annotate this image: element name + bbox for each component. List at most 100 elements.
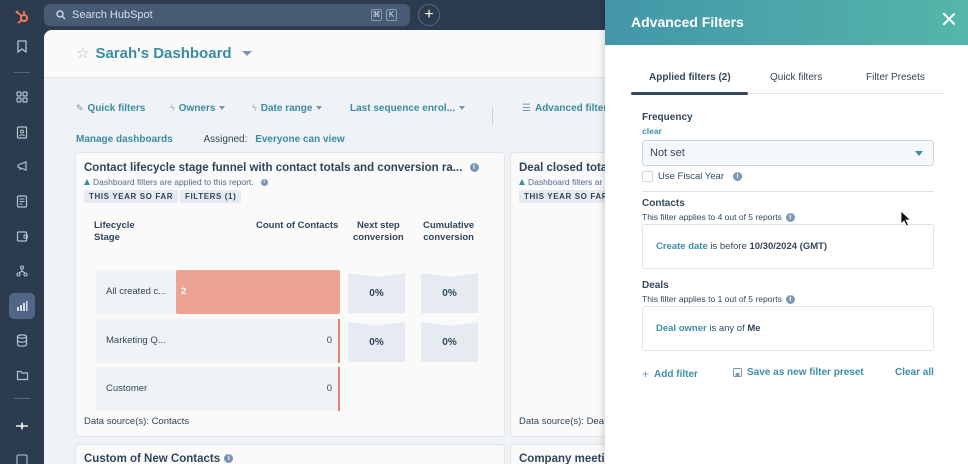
- frequency-label: Frequency: [642, 112, 693, 123]
- info-icon[interactable]: i: [224, 454, 234, 464]
- funnel-row[interactable]: All created c... 2: [96, 270, 340, 314]
- clear-frequency-link[interactable]: clear: [642, 126, 662, 136]
- filter-property: Deal owner: [656, 323, 707, 334]
- info-icon[interactable]: i: [785, 212, 795, 222]
- funnel-bar: [338, 319, 340, 363]
- contact-card-icon[interactable]: [9, 119, 35, 145]
- column-header-count: Count of Contacts: [256, 220, 339, 231]
- assigned-label: Assigned:: [203, 134, 248, 145]
- plus-icon: +: [642, 367, 650, 381]
- lightning-icon: ϟ: [170, 103, 175, 113]
- wallet-icon[interactable]: [9, 223, 35, 249]
- date-range-tag[interactable]: THIS YEAR SO FAR: [84, 190, 179, 203]
- filters-applied-notice: Dashboard filters are applied to this re…: [84, 177, 268, 187]
- data-source-label: Data source(s): Contacts: [84, 416, 190, 427]
- report-title[interactable]: Contact lifecycle stage funnel with cont…: [84, 162, 463, 174]
- hubspot-logo-icon[interactable]: [9, 4, 35, 30]
- deals-filter-rule[interactable]: Deal owner is any of Me: [642, 306, 934, 351]
- report-card-custom-new-contacts: Custom of New Contacts i: [75, 444, 505, 464]
- fiscal-year-row: Use Fiscal Year i: [642, 171, 743, 182]
- panel-tabs: Applied filters (2) Quick filters Filter…: [631, 64, 944, 95]
- owners-filter-dropdown[interactable]: ϟ Owners: [170, 103, 226, 114]
- chevron-down-icon: [316, 106, 323, 110]
- sparkle-icon[interactable]: [9, 413, 35, 439]
- next-step-conversion-cell: 0%: [348, 273, 405, 313]
- code-icon[interactable]: [9, 447, 35, 464]
- column-header-cumulative: Cumulative conversion: [423, 220, 475, 243]
- dashboard-header: ☆ Sarah's Dashboard: [44, 30, 614, 78]
- funnel-bar[interactable]: 2: [176, 270, 340, 314]
- clear-all-button[interactable]: Clear all: [895, 367, 934, 378]
- cumulative-conversion-cell: 0%: [421, 322, 478, 362]
- tab-quick-filters[interactable]: Quick filters: [770, 72, 823, 83]
- divider: [642, 191, 934, 192]
- advanced-filters-button[interactable]: ☰ Advanced filters: [522, 102, 613, 114]
- pencil-icon: ✎: [76, 102, 84, 113]
- tab-filter-presets[interactable]: Filter Presets: [866, 72, 925, 83]
- dashboard-switch-chevron-icon[interactable]: [241, 50, 252, 56]
- megaphone-icon[interactable]: [9, 153, 35, 179]
- info-icon[interactable]: i: [785, 294, 795, 304]
- assigned-visibility-link[interactable]: Everyone can view: [255, 134, 345, 145]
- contacts-filter-rule[interactable]: Create date is before 10/30/2024 (GMT): [642, 224, 934, 269]
- tab-applied-filters[interactable]: Applied filters (2): [649, 72, 731, 83]
- column-header-lifecycle-stage: Lifecycle Stage: [94, 220, 135, 243]
- cumulative-conversion-cell: 0%: [421, 273, 478, 313]
- bookmark-icon[interactable]: [9, 33, 35, 59]
- warning-icon: [519, 179, 525, 185]
- contacts-applies-note: This filter applies to 4 out of 5 report…: [642, 212, 795, 222]
- report-title[interactable]: Deal closed tota: [519, 162, 608, 174]
- quick-filters-button[interactable]: ✎ Quick filters: [76, 102, 146, 114]
- report-card-lifecycle-funnel: Contact lifecycle stage funnel with cont…: [75, 152, 505, 437]
- divider: [14, 398, 30, 399]
- warning-icon: [84, 179, 90, 185]
- stage-label: Customer: [106, 383, 148, 394]
- report-card-company-meetings: Company meeti: [510, 444, 614, 464]
- nav-rail: [0, 0, 43, 464]
- info-icon[interactable]: i: [260, 178, 268, 186]
- filter-property: Create date: [656, 241, 708, 252]
- workflow-icon[interactable]: [9, 258, 35, 284]
- date-range-filter-dropdown[interactable]: ϟ Date range: [252, 103, 323, 114]
- column-header-next-step: Next step conversion: [353, 220, 404, 243]
- search-placeholder: Search HubSpot: [72, 9, 153, 21]
- mouse-cursor-icon: [900, 210, 912, 227]
- create-new-button[interactable]: +: [418, 4, 440, 26]
- dashboard-title[interactable]: Sarah's Dashboard: [95, 44, 232, 62]
- frequency-select[interactable]: Not set: [642, 140, 934, 166]
- info-icon[interactable]: i: [469, 163, 479, 173]
- bar-chart-icon[interactable]: [9, 293, 35, 319]
- document-icon[interactable]: [9, 188, 35, 214]
- search-icon: [56, 10, 66, 20]
- manage-dashboards-link[interactable]: Manage dashboards: [76, 134, 173, 145]
- folder-icon[interactable]: [9, 362, 35, 388]
- last-sequence-filter-dropdown[interactable]: Last sequence enrol...: [350, 103, 466, 114]
- dashboard-main: ☆ Sarah's Dashboard ✎ Quick filters ϟ Ow…: [44, 30, 614, 464]
- save-filter-preset-button[interactable]: Save as new filter preset: [733, 367, 864, 378]
- global-search[interactable]: Search HubSpot ⌘ K: [44, 4, 410, 26]
- funnel-row[interactable]: Marketing Q... 0: [96, 319, 340, 363]
- close-icon[interactable]: [942, 12, 956, 26]
- stage-label: Marketing Q...: [106, 335, 166, 346]
- favorite-star-icon[interactable]: ☆: [76, 45, 90, 62]
- date-range-tag[interactable]: THIS YEAR SO FAR: [519, 190, 614, 203]
- report-title[interactable]: Custom of New Contacts: [84, 453, 221, 464]
- add-filter-button[interactable]: + Add filter: [642, 367, 698, 381]
- manage-row: Manage dashboards Assigned: Everyone can…: [76, 134, 345, 145]
- database-icon[interactable]: [9, 327, 35, 353]
- active-tab-indicator: [631, 92, 748, 95]
- panel-header: Advanced Filters: [605, 0, 968, 45]
- filters-count-tag[interactable]: FILTERS (1): [180, 190, 242, 203]
- divider: [492, 107, 493, 125]
- funnel-row[interactable]: Customer 0: [96, 367, 340, 411]
- fiscal-year-label: Use Fiscal Year: [658, 171, 725, 182]
- chevron-down-icon: [219, 106, 226, 110]
- advanced-filters-panel: Advanced Filters Applied filters (2) Qui…: [605, 0, 968, 464]
- use-fiscal-year-checkbox[interactable]: [642, 171, 653, 182]
- info-icon[interactable]: i: [733, 172, 743, 181]
- grid-icon[interactable]: [9, 84, 35, 110]
- report-title[interactable]: Company meeti: [519, 453, 605, 464]
- data-source-label: Data source(s): Dea: [519, 416, 605, 427]
- chevron-down-icon: [915, 151, 923, 156]
- filter-value: 10/30/2024 (GMT): [749, 241, 828, 252]
